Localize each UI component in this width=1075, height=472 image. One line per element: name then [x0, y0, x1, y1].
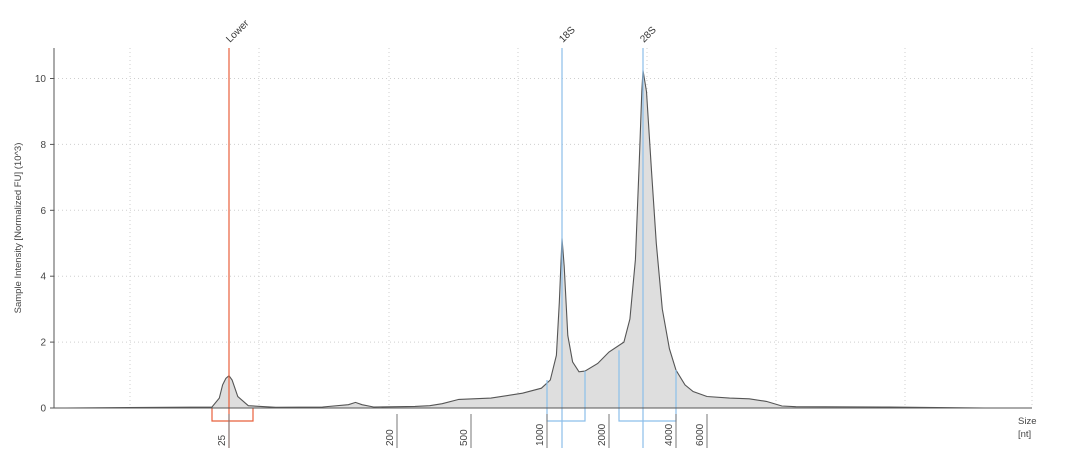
marker-label: 18S [557, 25, 578, 46]
x-tick-label: 4000 [664, 423, 675, 446]
x-axis-unit: [nt] [1018, 429, 1031, 440]
region-bracket [546, 408, 586, 422]
x-axis-title: Size [1018, 416, 1036, 427]
y-tick-label: 0 [40, 404, 46, 415]
x-tick-label: 1000 [535, 423, 546, 446]
region-bracket [618, 408, 677, 422]
y-tick-label: 10 [35, 74, 47, 85]
x-tick-label: 2000 [597, 423, 608, 446]
region-bracket [211, 408, 254, 422]
trace-line [65, 70, 986, 409]
y-axis-title: Sample Intensity [Normalized FU] (10^3) [13, 143, 24, 314]
y-ticks: 0 2 4 6 8 10 [35, 74, 54, 415]
marker-label: Lower [224, 18, 252, 46]
x-ticks: 25 200 500 1000 2000 4000 6000 [217, 414, 708, 448]
y-tick-label: 2 [40, 338, 46, 349]
trace-fill [66, 70, 985, 409]
y-tick-label: 6 [40, 206, 46, 217]
y-tick-label: 8 [40, 140, 46, 151]
axes [53, 48, 1032, 409]
x-tick-label: 6000 [695, 423, 706, 446]
grid-lines [54, 48, 1033, 408]
trace-area [65, 70, 986, 409]
x-tick-label: 25 [217, 434, 228, 446]
y-tick-label: 4 [40, 272, 46, 283]
marker-label: 28S [638, 25, 659, 46]
x-tick-label: 500 [459, 429, 470, 446]
x-tick-label: 200 [385, 429, 396, 446]
